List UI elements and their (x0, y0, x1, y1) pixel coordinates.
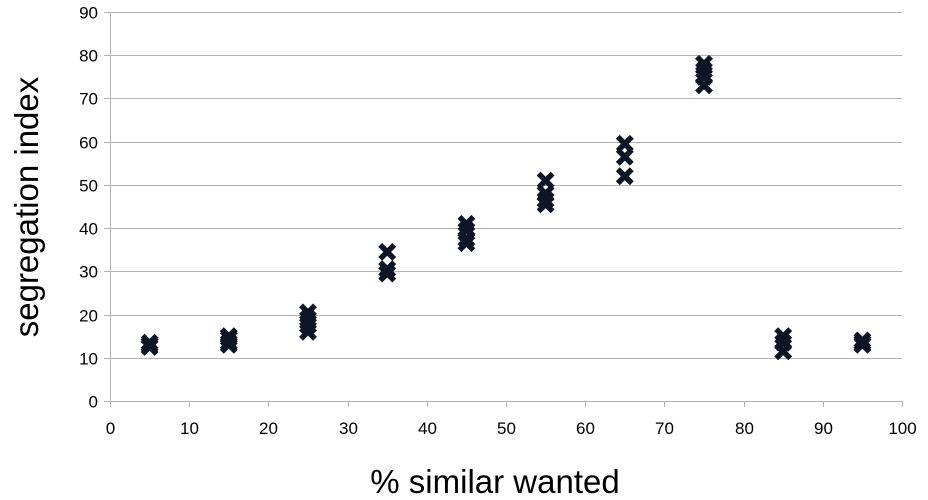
data-point (378, 260, 397, 279)
data-point (378, 242, 397, 261)
x-tick-label-90: 90 (814, 419, 833, 438)
data-point (457, 234, 476, 253)
x-tick-label-30: 30 (339, 419, 358, 438)
x-tick-labels: 0 10 20 30 40 50 60 70 80 90 100 (106, 419, 917, 438)
data-point (378, 264, 397, 283)
y-tick-label-40: 40 (79, 220, 98, 239)
x-tick-label-100: 100 (888, 419, 916, 438)
y-tick-label-30: 30 (79, 263, 98, 282)
x-tick-label-0: 0 (106, 419, 115, 438)
y-tick-labels: 0 10 20 30 40 50 60 70 80 90 (79, 4, 98, 412)
data-point (536, 195, 555, 214)
data-points (140, 54, 872, 361)
grid-lines (104, 12, 902, 402)
x-tick-label-80: 80 (735, 419, 754, 438)
data-point (536, 191, 555, 209)
x-tick-label-40: 40 (418, 419, 437, 438)
y-tick-label-0: 0 (89, 393, 98, 412)
data-point (615, 167, 634, 186)
y-tick-label-50: 50 (79, 177, 98, 196)
y-tick-label-10: 10 (79, 350, 98, 369)
axes (110, 12, 903, 407)
x-tick-label-60: 60 (576, 419, 595, 438)
y-tick-label-60: 60 (79, 134, 98, 153)
data-point (615, 147, 634, 166)
data-point (457, 229, 476, 248)
x-axis-title: % similar wanted (370, 463, 619, 500)
y-tick-label-20: 20 (79, 307, 98, 326)
data-point (774, 342, 793, 361)
data-point (219, 335, 238, 354)
x-tick-label-20: 20 (259, 419, 278, 438)
x-tick-label-50: 50 (497, 419, 516, 438)
data-point (695, 76, 713, 95)
x-tick-label-10: 10 (180, 419, 199, 438)
y-tick-label-90: 90 (79, 4, 98, 23)
data-point (140, 338, 159, 356)
y-tick-label-70: 70 (79, 90, 98, 109)
y-tick-label-80: 80 (79, 47, 98, 66)
x-tick-label-70: 70 (655, 419, 674, 438)
data-point (299, 322, 317, 341)
y-axis-title: segregation index (8, 76, 45, 337)
data-point (853, 335, 872, 354)
